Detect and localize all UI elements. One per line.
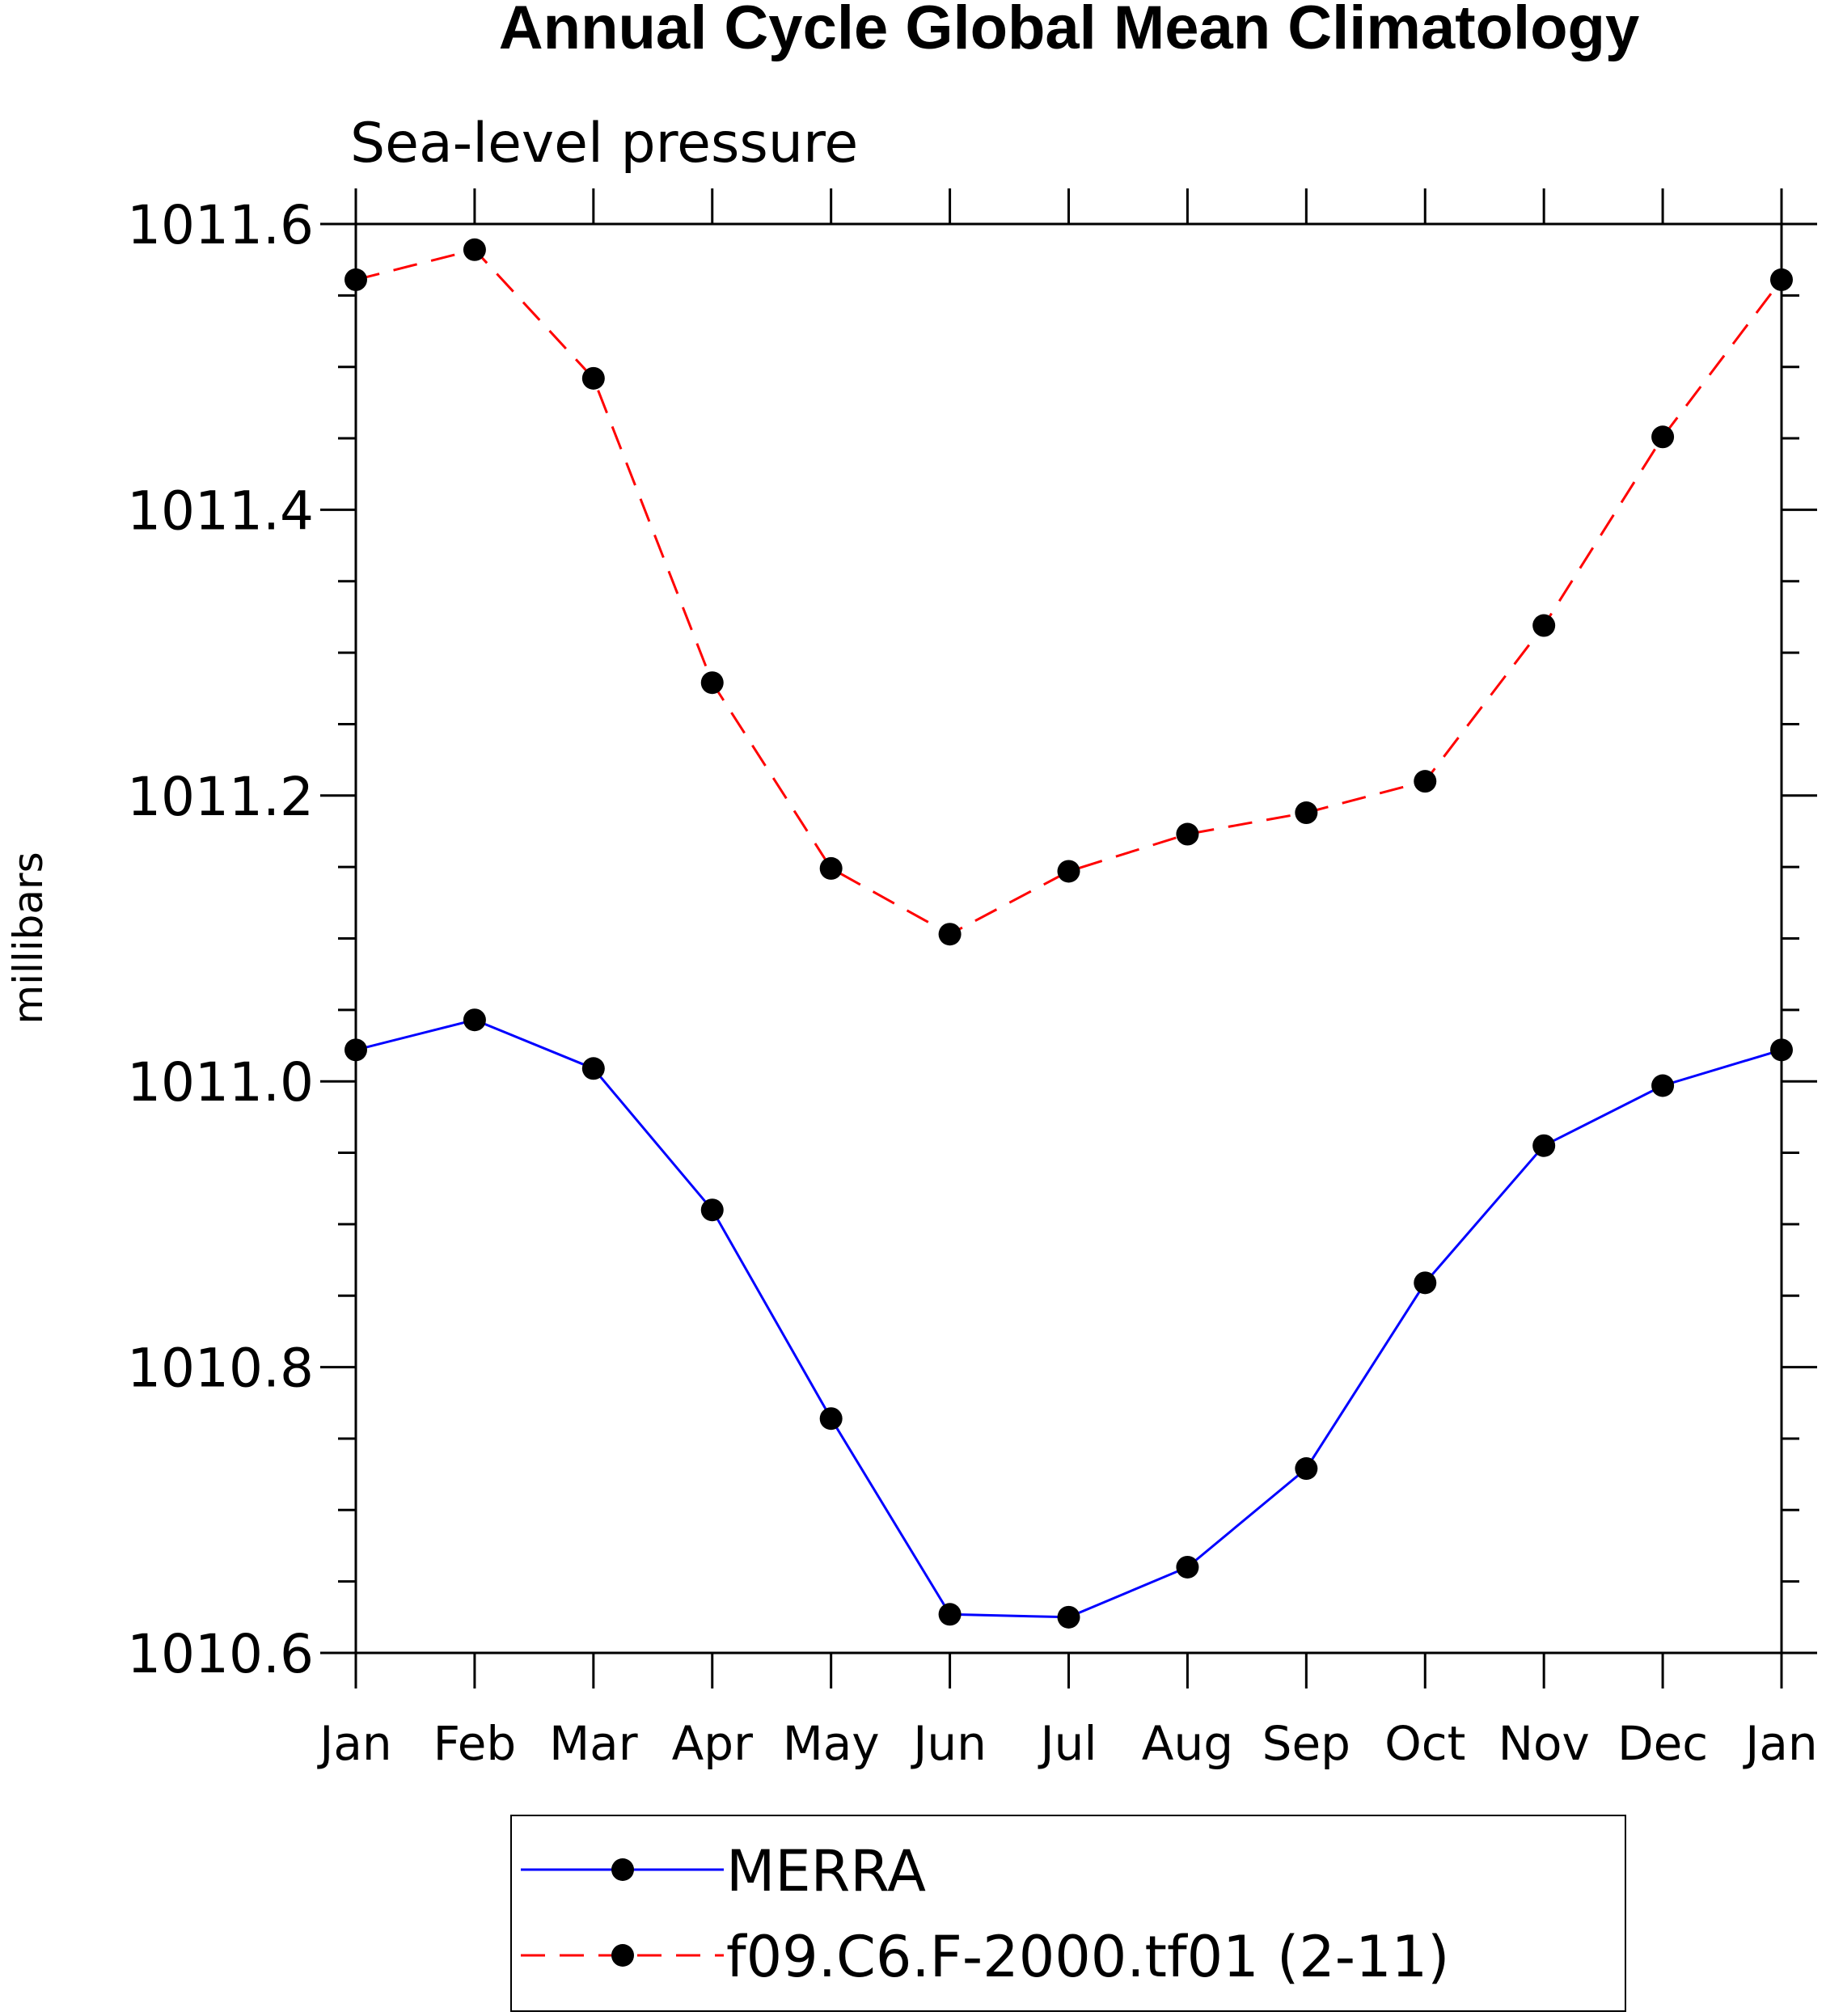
x-tick-label: Apr	[672, 1716, 753, 1771]
data-point-s1-0	[344, 268, 367, 291]
data-point-s1-6	[1057, 860, 1080, 883]
chart-subtitle: Sea-level pressure	[350, 112, 858, 175]
data-point-s1-8	[1295, 801, 1318, 825]
data-point-s0-5	[938, 1603, 962, 1626]
x-tick-label: Jul	[1038, 1716, 1097, 1771]
x-tick-label: Jan	[317, 1716, 391, 1771]
x-tick-label: Feb	[433, 1716, 517, 1771]
data-point-s1-10	[1532, 614, 1556, 637]
data-point-s0-6	[1057, 1605, 1080, 1629]
y-tick-label: 1011.2	[127, 766, 314, 828]
legend: MERRA f09.C6.F-2000.tf01 (2-11)	[510, 1815, 1626, 2012]
axes: Jan Feb Mar Apr May Jun Jul Aug Sep Oct Nov Dec Jan1…	[127, 188, 1818, 1771]
legend-marker-model	[611, 1944, 634, 1967]
legend-label-merra: MERRA	[726, 1838, 926, 1904]
series-line-1	[355, 248, 1783, 936]
data-point-s1-9	[1414, 770, 1437, 793]
series-line-0	[355, 1018, 1782, 1619]
data-point-s0-12	[1770, 1038, 1793, 1062]
data-point-s1-12	[1770, 268, 1793, 291]
y-axis-label: millibars	[5, 852, 52, 1024]
y-tick-label: 1010.8	[127, 1338, 314, 1400]
x-tick-label: Aug	[1142, 1716, 1233, 1771]
data-point-s0-7	[1176, 1555, 1199, 1579]
series-layer	[344, 238, 1793, 1629]
data-point-s0-0	[344, 1038, 367, 1062]
x-tick-label: May	[783, 1716, 880, 1771]
x-tick-label: Oct	[1384, 1716, 1465, 1771]
data-point-s1-2	[581, 366, 605, 390]
y-tick-label: 1011.6	[127, 194, 314, 256]
x-tick-label: Nov	[1498, 1716, 1590, 1771]
data-point-s0-9	[1414, 1271, 1437, 1295]
x-tick-label: Jan	[1743, 1716, 1817, 1771]
data-point-s0-2	[581, 1057, 605, 1080]
x-tick-label: Sep	[1262, 1716, 1350, 1771]
y-tick-label: 1011.0	[127, 1051, 314, 1114]
x-tick-label: Jun	[911, 1716, 987, 1771]
data-point-s0-8	[1295, 1457, 1318, 1481]
data-point-s0-10	[1532, 1134, 1556, 1157]
plot-frame	[354, 222, 1783, 1655]
y-tick-label: 1010.6	[127, 1623, 314, 1685]
data-point-s0-11	[1651, 1074, 1675, 1097]
legend-label-model: f09.C6.F-2000.tf01 (2-11)	[726, 1924, 1449, 1990]
chart-title: Annual Cycle Global Mean Climatology	[499, 0, 1639, 62]
data-point-s1-4	[819, 856, 843, 880]
data-point-s0-3	[700, 1198, 724, 1222]
legend-marker-merra	[611, 1858, 634, 1881]
data-point-s1-1	[463, 238, 486, 261]
data-point-s0-4	[819, 1407, 843, 1431]
x-tick-label: Dec	[1617, 1716, 1708, 1771]
data-point-s0-1	[463, 1008, 486, 1032]
data-point-s1-7	[1176, 822, 1199, 846]
data-point-s1-11	[1651, 425, 1675, 449]
data-point-s1-3	[700, 671, 724, 695]
y-tick-label: 1011.4	[127, 480, 314, 542]
x-tick-label: Mar	[549, 1716, 638, 1771]
legend-box	[510, 1815, 1626, 2012]
data-point-s1-5	[938, 923, 962, 946]
